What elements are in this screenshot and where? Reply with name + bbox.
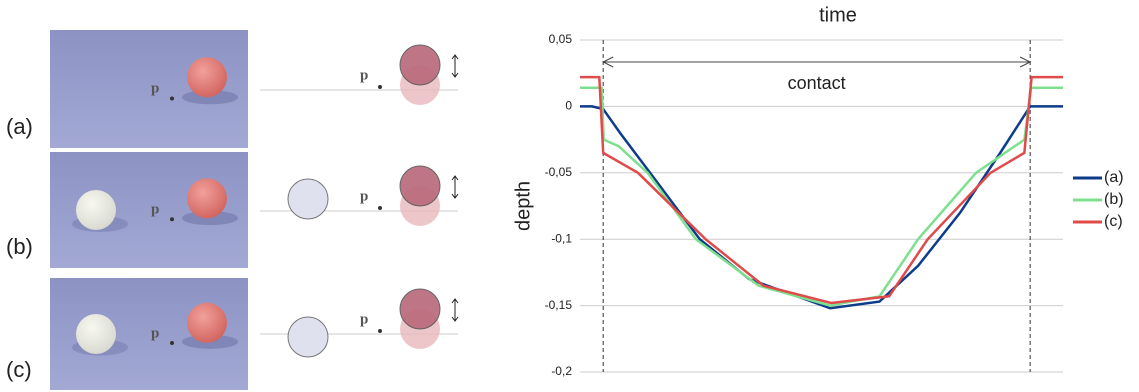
panel-label: (c) xyxy=(6,357,32,382)
point-dot xyxy=(170,217,174,222)
point-dot xyxy=(378,85,382,89)
diagram-point: p xyxy=(360,188,368,204)
y-axis-label: depth xyxy=(512,181,534,231)
point-dot xyxy=(170,96,174,101)
red-ball xyxy=(187,178,227,219)
chart-title: time xyxy=(819,4,857,26)
fluid-ball xyxy=(287,178,329,220)
legend-label: (a) xyxy=(1104,169,1124,186)
photo-point: p xyxy=(151,325,159,341)
annotation: contact xyxy=(788,73,846,93)
white-ball xyxy=(76,314,116,354)
y-tick-label: -0,1 xyxy=(551,231,572,245)
motion-arrow xyxy=(451,298,459,322)
fluid-ball xyxy=(287,316,329,358)
y-tick-label: -0,05 xyxy=(545,165,573,179)
legend-label: (c) xyxy=(1104,213,1123,230)
y-tick-label: -0,15 xyxy=(545,298,573,312)
contact-ball xyxy=(399,44,441,86)
point-dot xyxy=(378,329,382,333)
diagram-point: p xyxy=(360,67,368,83)
series-line xyxy=(580,86,1063,307)
left-panels: p (a) p p (b) p p (c) p xyxy=(6,30,459,390)
contact-arrow xyxy=(602,56,1032,68)
point-dot xyxy=(378,206,382,210)
motion-arrow xyxy=(451,175,459,199)
legend-label: (b) xyxy=(1104,191,1124,208)
panel-label: (a) xyxy=(6,114,33,139)
white-ball xyxy=(76,190,116,230)
contact-ball xyxy=(399,165,441,207)
series-line xyxy=(580,105,1063,310)
y-tick-label: 0 xyxy=(565,99,572,113)
photo-point: p xyxy=(151,80,159,96)
red-ball xyxy=(187,302,227,343)
y-tick-label: -0,2 xyxy=(551,364,572,378)
point-dot xyxy=(170,340,174,345)
contact-ball xyxy=(399,288,441,330)
diagram-point: p xyxy=(360,311,368,327)
red-ball xyxy=(187,57,227,98)
chart: time depth 0,05 0 -0,05 -0,1 -0,15 -0,2 contact (… xyxy=(512,4,1123,378)
motion-arrow xyxy=(451,54,459,78)
y-tick-label: 0,05 xyxy=(549,32,573,46)
series-line xyxy=(580,75,1063,305)
panel-label: (b) xyxy=(6,234,33,259)
photo-point: p xyxy=(151,201,159,217)
